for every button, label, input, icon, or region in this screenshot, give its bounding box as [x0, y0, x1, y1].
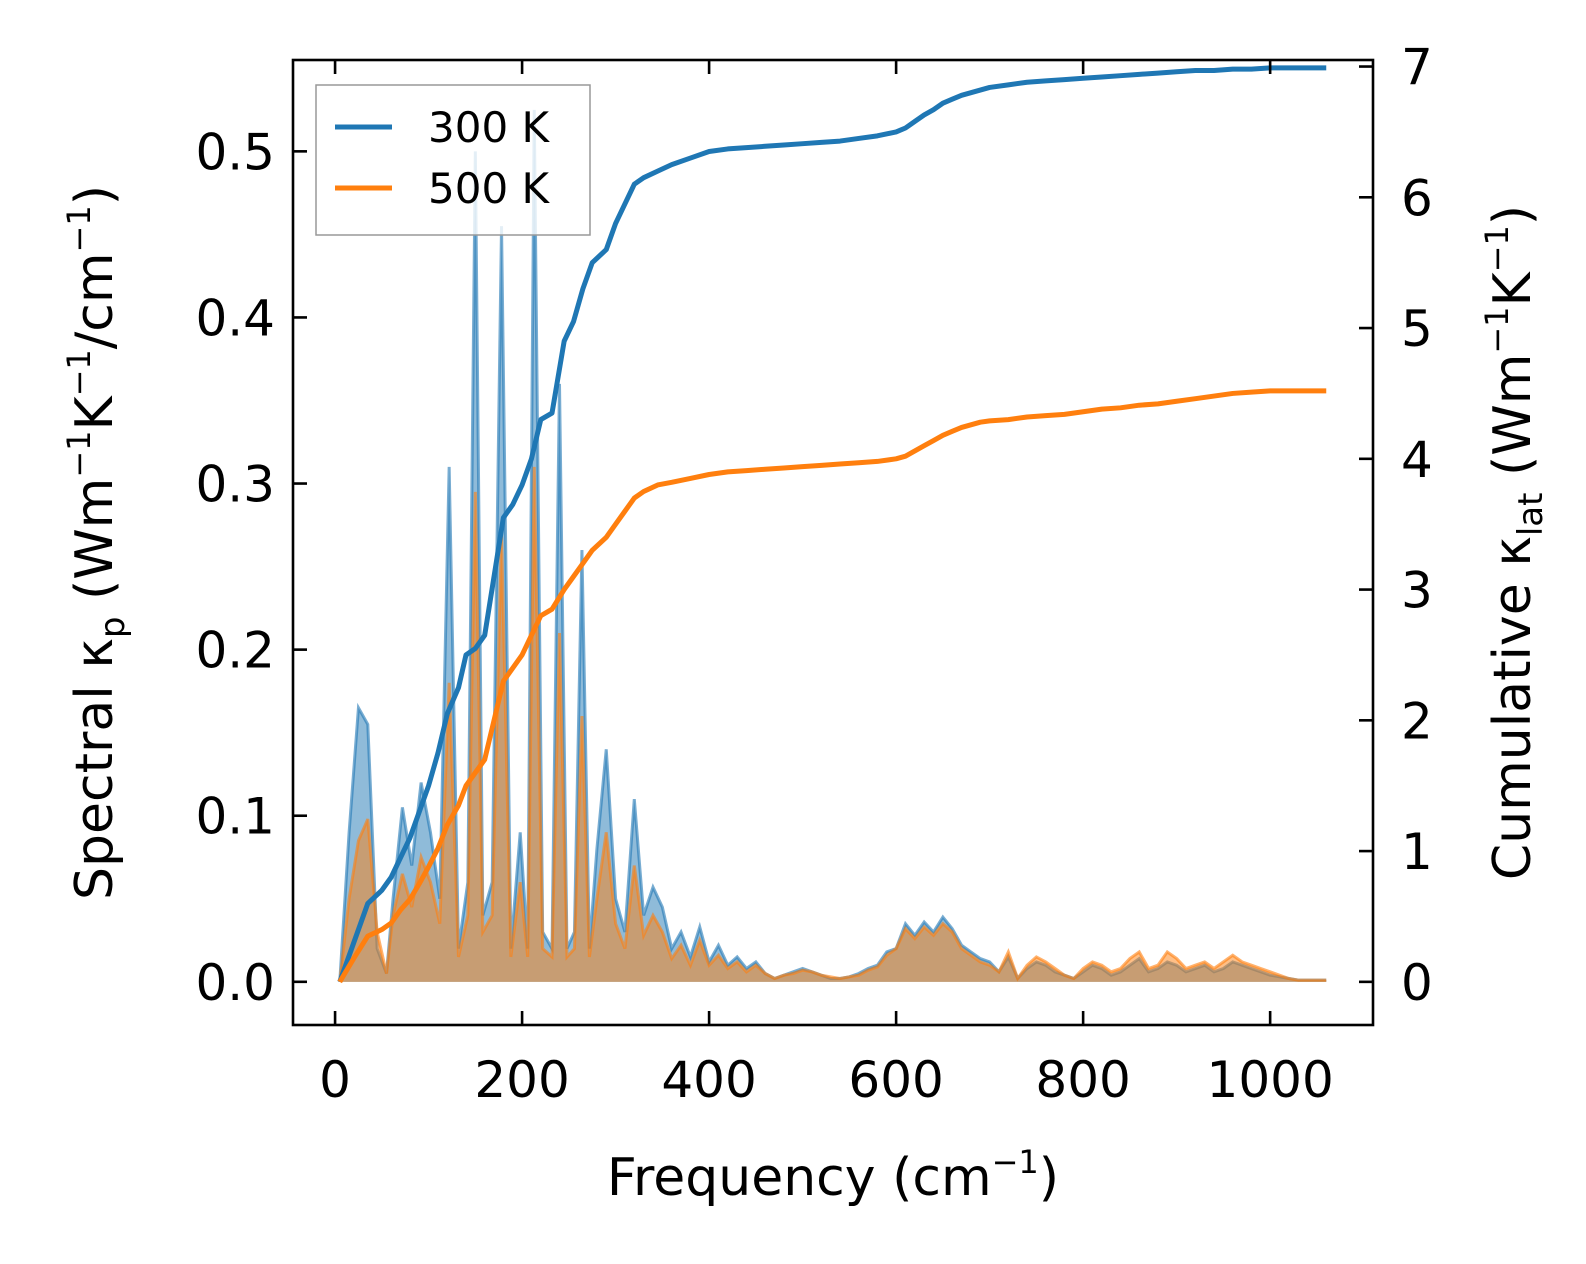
legend-box	[315, 84, 591, 236]
legend-label-300k: 300 K	[428, 103, 551, 152]
y-right-tick-label: 3	[1401, 562, 1433, 620]
y-left-tick-label: 0.1	[195, 788, 275, 846]
x-tick-label: 600	[848, 1051, 943, 1109]
spectral-fill-group	[338, 109, 1327, 982]
y-left-tick-label: 0.5	[195, 123, 275, 181]
y-right-tick-label: 1	[1401, 823, 1433, 881]
y-right-tick-label: 6	[1401, 169, 1433, 227]
y-right-tick-label: 5	[1401, 300, 1433, 358]
y-right-tick-label: 0	[1401, 954, 1433, 1012]
y-left-tick-label: 0.4	[195, 289, 275, 347]
legend-label-500k: 500 K	[428, 164, 551, 213]
x-tick-label: 400	[661, 1051, 756, 1109]
y-right-tick-label: 4	[1401, 431, 1433, 489]
spectral-500k-fill	[339, 466, 1327, 982]
cumulative-line-300k	[337, 65, 1327, 983]
series-line-group	[337, 65, 1327, 984]
x-tick-label: 800	[1035, 1051, 1130, 1109]
spectral-300k-fill	[339, 109, 1327, 982]
x-axis-label: Frequency (cm−1)	[607, 1143, 1059, 1208]
spectral-300k-line	[338, 109, 1327, 982]
tick-group: 0 200 400 600 800 1000 0.0 0.1 0.2 0.3 0.4 0.5 0 1 2 3 4…	[195, 39, 1432, 1109]
x-tick-label: 0	[319, 1051, 351, 1109]
cumulative-line-500k	[337, 388, 1327, 984]
y-left-tick-label: 0.2	[195, 622, 275, 680]
y-left-tick-label: 0.3	[195, 456, 275, 514]
y-axis-left-label: Spectral κp (Wm−1K−1/cm−1)	[60, 185, 133, 900]
y-left-tick-label: 0.0	[195, 954, 275, 1012]
plot-frame	[291, 58, 1375, 1027]
x-tick-label: 200	[474, 1051, 569, 1109]
y-right-tick-label: 2	[1401, 692, 1433, 750]
legend: 300 K 500 K	[315, 84, 591, 236]
y-axis-right-label: Cumulative κlat (Wm−1K−1)	[1478, 205, 1551, 880]
x-tick-label: 1000	[1207, 1051, 1334, 1109]
y-right-tick-label: 7	[1401, 39, 1433, 97]
